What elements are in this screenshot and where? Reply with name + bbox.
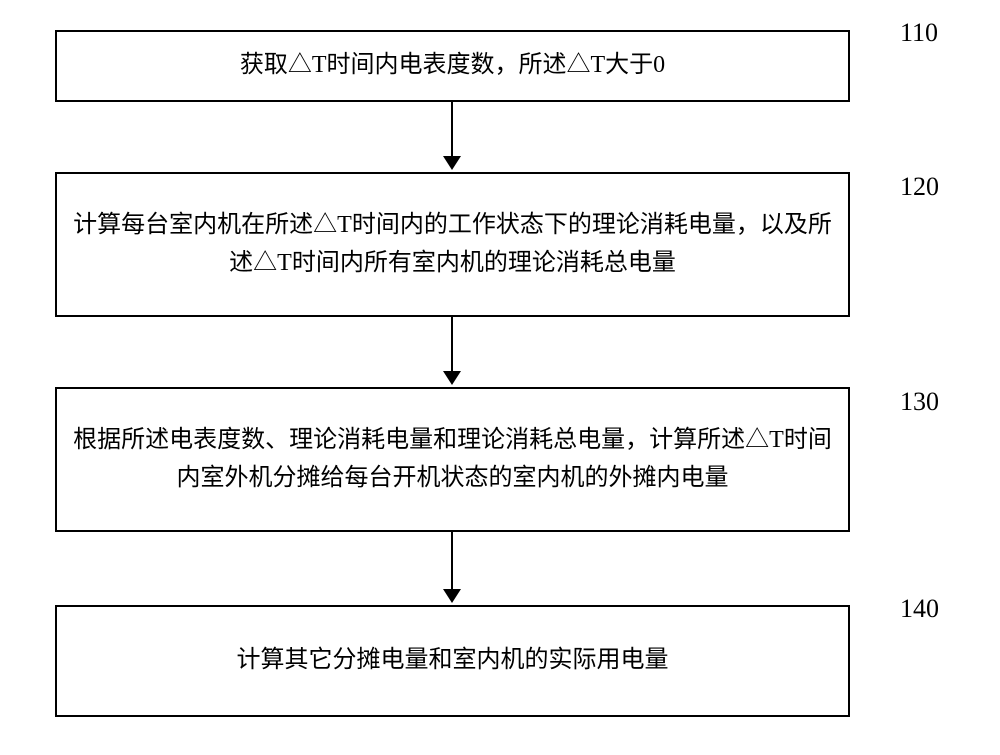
step-120-label: 120: [900, 172, 939, 202]
arrow-head-icon: [443, 589, 461, 603]
arrow-shaft: [451, 532, 453, 589]
arrow-head-icon: [443, 371, 461, 385]
step-130-label: 130: [900, 387, 939, 417]
flowchart-canvas: 获取△T时间内电表度数，所述△T大于0 110 计算每台室内机在所述△T时间内的…: [0, 0, 1000, 755]
step-110-label: 110: [900, 18, 938, 48]
step-140-text: 计算其它分摊电量和室内机的实际用电量: [237, 642, 669, 679]
step-130-box: 根据所述电表度数、理论消耗电量和理论消耗总电量，计算所述△T时间内室外机分摊给每…: [55, 387, 850, 532]
step-130-text: 根据所述电表度数、理论消耗电量和理论消耗总电量，计算所述△T时间内室外机分摊给每…: [67, 422, 838, 496]
arrow-shaft: [451, 102, 453, 156]
step-110-box: 获取△T时间内电表度数，所述△T大于0: [55, 30, 850, 102]
step-120-text: 计算每台室内机在所述△T时间内的工作状态下的理论消耗电量，以及所述△T时间内所有…: [67, 207, 838, 281]
arrow-shaft: [451, 317, 453, 371]
step-110-text: 获取△T时间内电表度数，所述△T大于0: [240, 47, 665, 84]
arrow-head-icon: [443, 156, 461, 170]
step-140-label: 140: [900, 594, 939, 624]
step-120-box: 计算每台室内机在所述△T时间内的工作状态下的理论消耗电量，以及所述△T时间内所有…: [55, 172, 850, 317]
step-140-box: 计算其它分摊电量和室内机的实际用电量: [55, 605, 850, 717]
